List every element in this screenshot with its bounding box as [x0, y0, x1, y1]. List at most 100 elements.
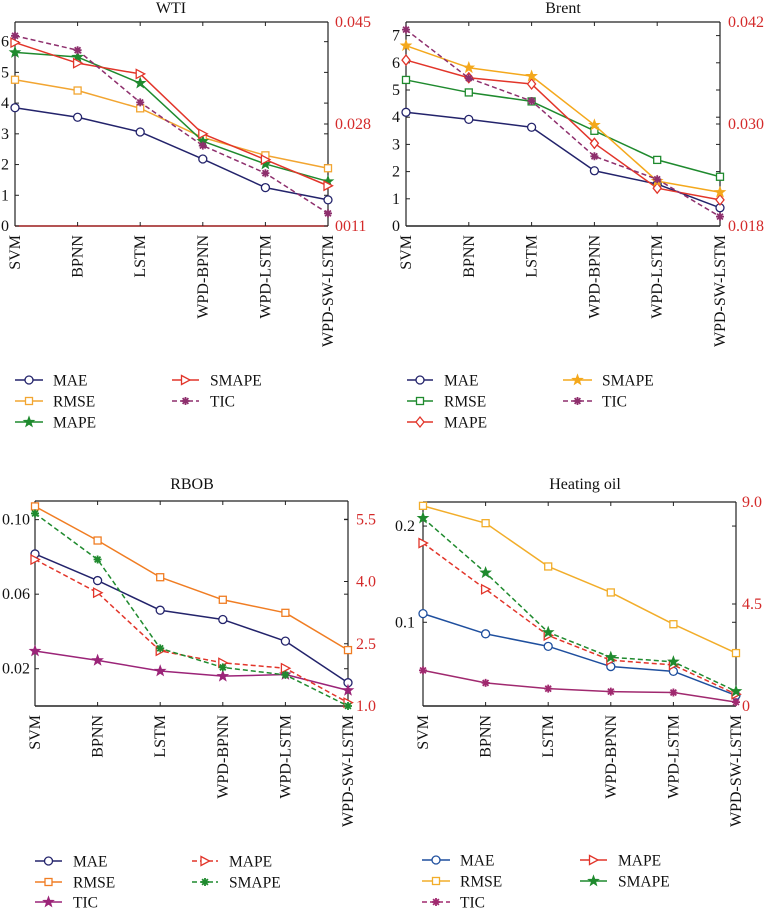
data-point-asterisk-marker [73, 46, 82, 55]
data-point-circle-marker [464, 114, 474, 125]
data-point-circle-marker [589, 166, 600, 176]
series-mae [10, 103, 333, 205]
data-point-square-marker [10, 75, 20, 84]
chart-wti: WTI SVM BPNN LSTM WPD-BPNN WPD-LSTM WPD-SW-LS… [1, 0, 371, 432]
legend-label: TIC [602, 394, 627, 411]
circle-marker [24, 375, 34, 385]
data-point-star-marker [153, 664, 167, 677]
legend-item-mape: MAPE [407, 415, 487, 432]
legend-item-mape: MAPE [192, 854, 272, 871]
triangle-marker [180, 374, 192, 386]
legend-label: TIC [460, 895, 485, 908]
x-tick-label: LSTM [132, 235, 149, 278]
data-point-star-marker [729, 684, 743, 697]
data-point-circle-marker [218, 614, 228, 625]
left-y-tick-label: 5 [1, 64, 9, 81]
x-tick-label: WPD-BPNN [215, 715, 232, 799]
data-point-star-marker [713, 185, 727, 198]
series-line [405, 111, 721, 209]
data-point-square-marker [731, 648, 741, 658]
data-point-triangle-marker [260, 154, 272, 166]
legend-item-mae: MAE [15, 373, 87, 390]
series-mape [8, 45, 335, 187]
x-tick-label: LSTM [152, 715, 169, 758]
data-point-star-marker [91, 653, 104, 666]
data-point-triangle-marker [92, 587, 104, 599]
data-point-asterisk-marker [31, 509, 39, 518]
data-point-circle-marker [92, 575, 103, 586]
star-marker [587, 874, 600, 887]
legend-item-rmse: RMSE [422, 874, 502, 891]
diamond-marker [415, 415, 425, 429]
chart-title: Heating oil [549, 476, 621, 493]
legend-label: SMAPE [618, 874, 670, 891]
data-point-star-marker [216, 669, 230, 682]
series-line [422, 542, 737, 695]
x-tick-label: WPD-LSTM [665, 715, 682, 799]
x-tick-label: BPNN [70, 235, 87, 278]
data-point-asterisk-marker [544, 684, 553, 693]
data-point-square-marker [218, 595, 227, 604]
data-point-square-marker [156, 573, 165, 582]
legend-item-smape: SMAPE [580, 874, 670, 891]
legend-item-tic: TIC [172, 394, 235, 411]
x-tick-label: WPD-BPNN [586, 235, 603, 319]
right-y-tick-label: 4.0 [356, 574, 376, 591]
data-point-triangle-marker [198, 128, 209, 140]
left-y-tick-label: 4 [1, 95, 9, 112]
legend-item-smape: SMAPE [192, 875, 281, 892]
x-tick-label: BPNN [478, 715, 495, 758]
legend: MAE RMSE MAPE SMAPE TIC [15, 373, 262, 432]
series-mape [401, 54, 725, 206]
data-point-star-marker [479, 566, 492, 579]
series-mape [30, 553, 354, 709]
data-point-asterisk-marker [527, 97, 536, 106]
data-point-triangle-marker [280, 662, 292, 674]
legend-label: RMSE [73, 875, 115, 892]
square-marker [415, 396, 425, 406]
series-smape [10, 37, 334, 192]
legend-label: MAE [444, 373, 478, 390]
legend-item-mae: MAE [407, 373, 478, 390]
circle-marker [43, 856, 54, 866]
data-point-asterisk-marker [481, 678, 490, 687]
data-point-asterisk-marker [11, 31, 19, 40]
series-tic [11, 31, 332, 218]
data-point-star-marker [71, 50, 84, 63]
data-point-triangle-marker [418, 537, 429, 549]
left-y-tick-label: 2 [392, 164, 400, 181]
x-tick-label: WPD-LSTM [277, 715, 294, 799]
chart-brent: Brent SVM BPNN LSTM WPD-BPNN WPD-LSTM WPD-SW-… [392, 0, 764, 432]
data-point-circle-marker [155, 605, 165, 615]
left-y-tick-label: 0.02 [2, 661, 30, 678]
data-point-star-marker [399, 38, 413, 52]
series-line [14, 51, 329, 183]
series-line [422, 612, 737, 697]
data-point-circle-marker [418, 608, 428, 619]
data-point-asterisk-marker [716, 212, 724, 221]
data-point-square-marker [30, 502, 40, 511]
data-point-star-marker [341, 683, 355, 696]
left-y-tick-label: 2 [1, 157, 9, 174]
legend-item-mape: MAPE [15, 415, 96, 432]
legend-label: MAPE [444, 415, 487, 432]
left-y-tick-label: 7 [392, 28, 400, 45]
chart-title: WTI [156, 0, 186, 17]
x-tick-label: SVM [7, 235, 24, 270]
series-line [34, 558, 349, 704]
star-marker [42, 895, 55, 908]
data-point-asterisk-marker [653, 175, 662, 184]
data-point-asterisk-marker [669, 688, 678, 697]
right-y-tick-label: 0.028 [335, 116, 371, 133]
series-line [34, 505, 349, 651]
series-line [405, 59, 721, 201]
legend-item-tic: TIC [35, 895, 98, 908]
triangle-marker [588, 854, 600, 866]
legend-item-tic: TIC [563, 394, 627, 411]
data-point-square-marker [606, 588, 615, 597]
data-point-circle-marker [401, 107, 411, 117]
asterisk-marker [201, 878, 209, 886]
data-point-square-marker [343, 645, 353, 655]
data-point-circle-marker [260, 182, 271, 193]
data-point-star-marker [525, 69, 538, 82]
